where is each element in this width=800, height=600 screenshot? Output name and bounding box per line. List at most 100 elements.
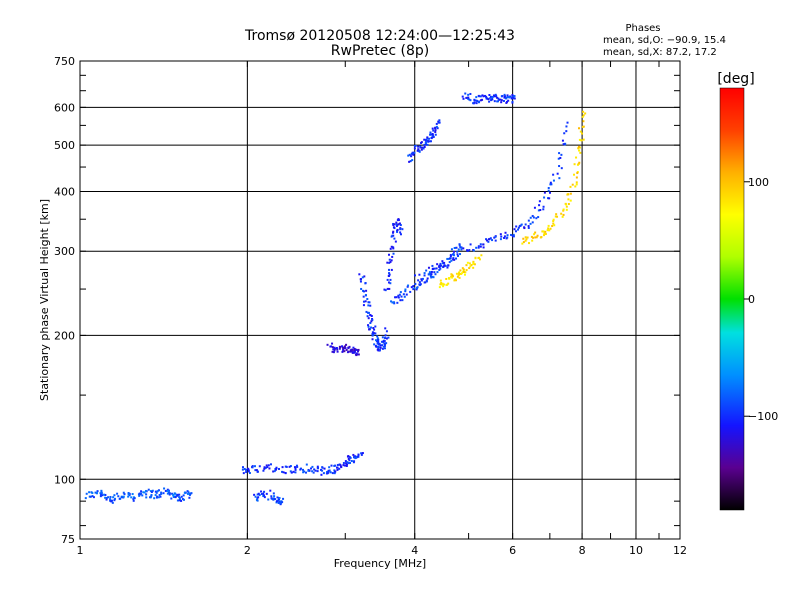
data-point <box>176 494 179 497</box>
data-point <box>428 137 431 140</box>
data-point <box>263 466 266 469</box>
data-point <box>527 242 530 245</box>
data-point <box>391 234 394 237</box>
data-point <box>440 281 443 284</box>
data-point <box>262 492 265 495</box>
data-point <box>88 491 91 494</box>
data-point <box>156 490 159 493</box>
data-point <box>290 471 293 474</box>
data-point <box>168 493 171 496</box>
data-point <box>345 464 348 467</box>
data-point <box>472 262 475 265</box>
data-point <box>248 472 251 475</box>
data-point <box>549 181 552 184</box>
data-point <box>253 493 256 496</box>
data-point <box>279 502 282 505</box>
data-point <box>347 457 350 460</box>
data-point <box>395 223 398 226</box>
data-point <box>391 231 394 234</box>
y-tick-label: 300 <box>54 245 75 258</box>
data-point <box>329 471 332 474</box>
data-point <box>385 342 388 345</box>
data-point <box>420 278 423 281</box>
data-point <box>122 491 125 494</box>
data-point <box>458 243 461 246</box>
data-point <box>330 464 333 467</box>
data-point <box>506 94 509 97</box>
data-point <box>503 236 506 239</box>
data-point <box>289 470 292 473</box>
data-point <box>533 233 536 236</box>
data-point <box>431 127 434 130</box>
data-point <box>547 187 550 190</box>
data-point <box>434 131 437 134</box>
data-point <box>348 459 351 462</box>
data-point <box>495 94 498 97</box>
data-point <box>281 470 284 473</box>
data-point <box>551 225 554 228</box>
data-point <box>562 143 565 146</box>
data-point <box>243 467 246 470</box>
data-point <box>267 464 270 467</box>
data-point <box>466 261 469 264</box>
data-point <box>380 340 383 343</box>
data-point <box>386 261 389 264</box>
data-point <box>477 246 480 249</box>
data-point <box>500 101 503 104</box>
data-point <box>560 167 563 170</box>
data-point <box>331 346 334 349</box>
data-point <box>365 289 368 292</box>
data-point <box>263 490 266 493</box>
data-point <box>345 343 348 346</box>
data-point <box>432 135 435 138</box>
data-point <box>426 136 429 139</box>
data-point <box>370 326 373 329</box>
plot-area <box>79 60 681 540</box>
data-point <box>265 492 268 495</box>
data-point <box>417 148 420 151</box>
data-point <box>376 335 379 338</box>
data-point <box>305 463 308 466</box>
data-point <box>512 233 515 236</box>
data-point <box>523 226 526 229</box>
data-point <box>270 495 273 498</box>
data-point <box>282 497 285 500</box>
data-point <box>371 338 374 341</box>
data-point <box>408 160 411 163</box>
data-point <box>368 328 371 331</box>
data-point <box>505 101 508 104</box>
data-point <box>441 282 444 285</box>
data-point <box>445 277 448 280</box>
data-point <box>390 245 393 248</box>
data-point <box>383 288 386 291</box>
data-point <box>258 465 261 468</box>
data-point <box>277 501 280 504</box>
data-point <box>150 491 153 494</box>
data-point <box>327 469 330 472</box>
data-point <box>338 467 341 470</box>
data-point <box>491 98 494 101</box>
data-point <box>352 346 355 349</box>
data-point <box>132 498 135 501</box>
data-point <box>511 235 514 238</box>
data-point <box>527 219 530 222</box>
data-point <box>178 496 181 499</box>
data-point <box>275 466 278 469</box>
data-point <box>344 347 347 350</box>
data-point <box>560 212 563 215</box>
data-point <box>345 462 348 465</box>
data-point <box>416 149 419 152</box>
data-point <box>443 261 446 264</box>
data-point <box>413 274 416 277</box>
data-point <box>388 287 391 290</box>
data-point <box>174 492 177 495</box>
data-point <box>91 492 94 495</box>
data-point <box>320 473 323 476</box>
x-tick-labels: 1 2 4 6 8 10 12 <box>77 544 688 557</box>
data-point <box>462 247 465 250</box>
data-point <box>399 224 402 227</box>
data-point <box>536 234 539 237</box>
data-point <box>436 271 439 274</box>
data-point <box>341 350 344 353</box>
data-point <box>458 271 461 274</box>
